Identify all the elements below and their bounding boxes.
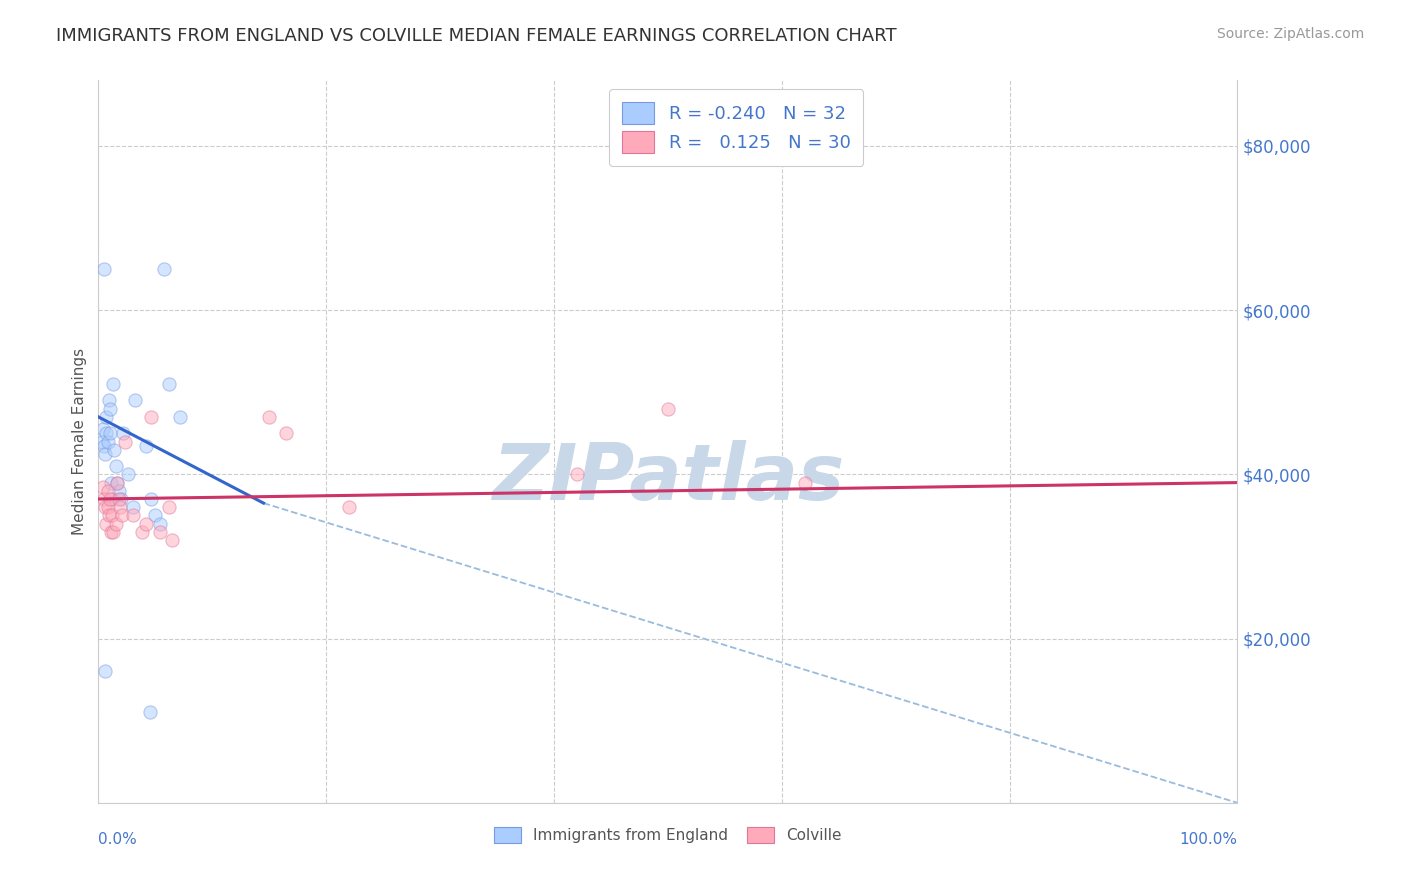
- Point: [90, 434, 112, 449]
- Point: [103, 442, 125, 457]
- Point: [96, 434, 118, 449]
- Point: [105, 475, 128, 490]
- Point: [101, 508, 124, 523]
- Point: [100, 475, 122, 490]
- Point: [149, 524, 172, 539]
- Point: [97, 508, 120, 523]
- Point: [145, 508, 167, 523]
- Point: [93, 439, 115, 453]
- Point: [93, 262, 115, 277]
- Point: [108, 491, 131, 506]
- Point: [94, 665, 117, 679]
- Text: IMMIGRANTS FROM ENGLAND VS COLVILLE MEDIAN FEMALE EARNINGS CORRELATION CHART: IMMIGRANTS FROM ENGLAND VS COLVILLE MEDI…: [56, 27, 897, 45]
- Point: [138, 706, 160, 720]
- Point: [110, 491, 132, 506]
- Point: [169, 409, 191, 424]
- Point: [96, 516, 118, 531]
- Point: [135, 516, 157, 531]
- Point: [105, 475, 128, 490]
- Point: [121, 508, 143, 523]
- Point: [139, 491, 162, 506]
- Point: [337, 500, 360, 515]
- Point: [135, 439, 157, 453]
- Point: [139, 409, 162, 424]
- Point: [104, 459, 127, 474]
- Legend: Immigrants from England, Colville: Immigrants from England, Colville: [488, 822, 848, 849]
- Point: [101, 491, 124, 506]
- Point: [157, 500, 180, 515]
- Point: [96, 409, 118, 424]
- Point: [114, 434, 136, 449]
- Point: [117, 467, 139, 482]
- Point: [162, 533, 184, 547]
- Point: [121, 500, 143, 515]
- Point: [149, 516, 172, 531]
- Point: [131, 524, 153, 539]
- Point: [98, 401, 121, 416]
- Point: [98, 491, 121, 506]
- Point: [112, 426, 135, 441]
- Point: [565, 467, 588, 482]
- Text: 100.0%: 100.0%: [1180, 831, 1237, 847]
- Point: [108, 500, 131, 515]
- Point: [103, 524, 125, 539]
- Point: [94, 447, 117, 461]
- Text: 0.0%: 0.0%: [98, 831, 138, 847]
- Point: [98, 426, 121, 441]
- Text: Source: ZipAtlas.com: Source: ZipAtlas.com: [1216, 27, 1364, 41]
- Y-axis label: Median Female Earnings: Median Female Earnings: [72, 348, 87, 535]
- Point: [124, 393, 146, 408]
- Point: [259, 409, 281, 424]
- Point: [96, 500, 118, 515]
- Point: [108, 483, 131, 498]
- Point: [91, 480, 114, 494]
- Point: [276, 426, 298, 441]
- Point: [93, 491, 115, 506]
- Point: [157, 377, 180, 392]
- Point: [793, 475, 815, 490]
- Text: ZIPatlas: ZIPatlas: [492, 440, 844, 516]
- Point: [91, 422, 114, 436]
- Point: [657, 401, 679, 416]
- Point: [97, 393, 120, 408]
- Point: [94, 500, 117, 515]
- Point: [104, 516, 127, 531]
- Point: [153, 262, 176, 277]
- Point: [100, 524, 122, 539]
- Point: [96, 426, 118, 441]
- Point: [111, 508, 134, 523]
- Point: [96, 483, 118, 498]
- Point: [103, 377, 125, 392]
